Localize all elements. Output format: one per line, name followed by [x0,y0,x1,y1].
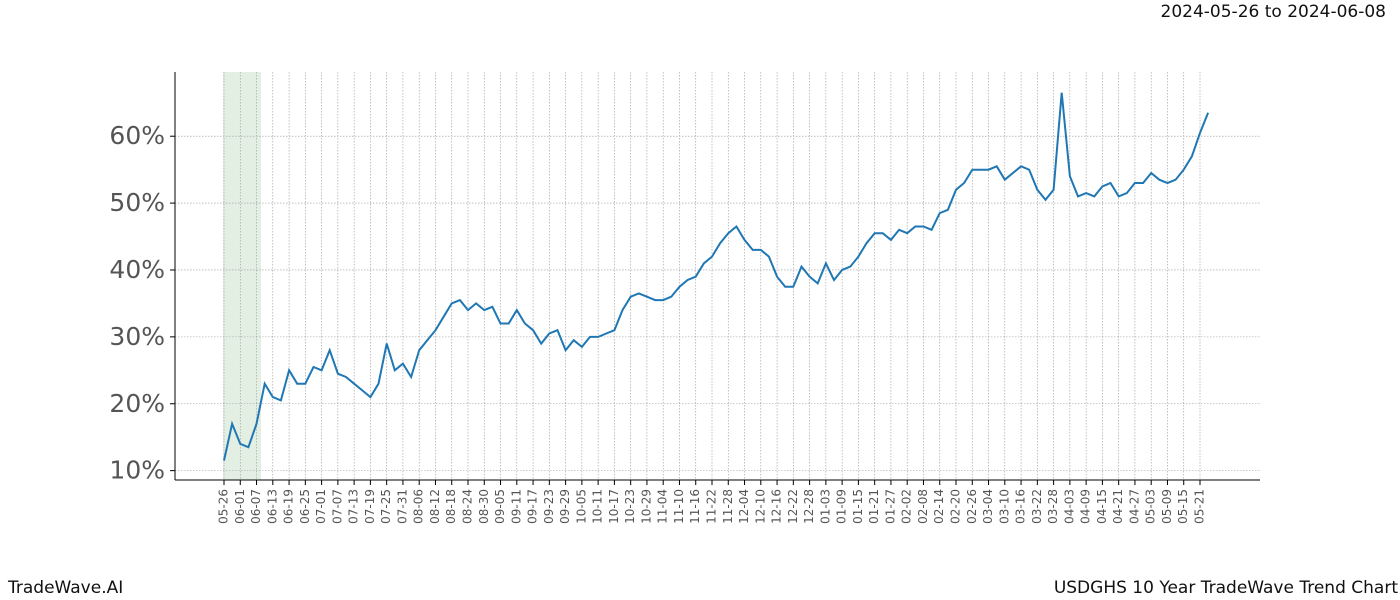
x-tick-label: 01-21 [867,489,881,524]
x-tick-label: 03-16 [1014,489,1028,524]
x-tick-label: 09-11 [509,489,523,524]
x-tick-label: 12-16 [770,489,784,524]
x-tick-label: 04-15 [1095,489,1109,524]
x-tick-label: 05-15 [1176,489,1190,524]
x-tick-label: 02-02 [900,489,914,524]
x-tick-label: 01-09 [835,489,849,524]
x-tick-label: 03-04 [981,489,995,524]
y-tick-label: 10% [109,456,165,485]
x-tick-label: 05-21 [1193,489,1207,524]
x-tick-label: 09-17 [526,489,540,524]
x-tick-label: 11-22 [705,489,719,524]
x-tick-label: 07-07 [330,489,344,524]
x-tick-label: 05-26 [217,489,231,524]
y-tick-label: 60% [109,121,165,150]
x-tick-label: 10-23 [623,489,637,524]
x-tick-label: 12-28 [802,489,816,524]
x-tick-label: 08-18 [444,489,458,524]
x-tick-label: 05-09 [1160,489,1174,524]
highlight-band [223,72,261,480]
x-tick-label: 07-01 [314,489,328,524]
x-tick-label: 08-12 [428,489,442,524]
x-tick-label: 12-10 [753,489,767,524]
x-tick-label: 10-17 [607,489,621,524]
x-tick-label: 07-25 [379,489,393,524]
x-tick-label: 02-14 [932,489,946,524]
x-tick-label: 11-16 [688,489,702,524]
x-tick-label: 06-25 [298,489,312,524]
brand: TradeWave.AI [7,578,123,598]
x-tick-label: 11-28 [721,489,735,524]
x-tick-label: 10-11 [591,489,605,524]
x-tick-label: 03-22 [1030,489,1044,524]
x-tick-label: 03-10 [997,489,1011,524]
date-range: 2024-05-26 to 2024-06-08 [1161,2,1386,22]
x-tick-label: 07-13 [347,489,361,524]
x-tick-label: 03-28 [1046,489,1060,524]
x-tick-label: 12-22 [786,489,800,524]
x-tick-label: 01-03 [818,489,832,524]
y-tick-label: 30% [109,322,165,351]
x-tick-label: 06-19 [282,489,296,524]
x-tick-label: 01-27 [883,489,897,524]
x-tick-label: 06-13 [265,489,279,524]
y-tick-label: 50% [109,188,165,217]
x-tick-label: 06-01 [233,489,247,524]
x-tick-label: 07-19 [363,489,377,524]
x-tick-label: 10-29 [639,489,653,524]
chart-name: USDGHS 10 Year TradeWave Trend Chart [1054,578,1398,598]
x-tick-label: 04-27 [1127,489,1141,524]
x-tick-label: 05-03 [1144,489,1158,524]
x-tick-label: 07-31 [395,489,409,524]
x-tick-label: 04-09 [1079,489,1093,524]
x-tick-label: 02-20 [949,489,963,524]
x-tick-label: 01-15 [851,489,865,524]
trend-line [223,92,1210,461]
x-tick-label: 11-04 [656,489,670,524]
x-tick-label: 08-30 [477,489,491,524]
x-tick-label: 04-21 [1111,489,1125,524]
x-tick-label: 02-26 [965,489,979,524]
x-tick-label: 12-04 [737,489,751,524]
x-tick-label: 04-03 [1062,489,1076,524]
x-tick-label: 09-23 [542,489,556,524]
x-tick-label: 08-06 [412,489,426,524]
x-tick-label: 02-08 [916,489,930,524]
x-tick-label: 08-24 [461,489,475,524]
x-tick-label: 09-05 [493,489,507,524]
x-tick-label: 06-07 [249,489,263,524]
y-tick-label: 40% [109,255,165,284]
y-tick-label: 20% [109,389,165,418]
x-tick-label: 10-05 [574,489,588,524]
x-tick-label: 09-29 [558,489,572,524]
x-tick-label: 11-10 [672,489,686,524]
